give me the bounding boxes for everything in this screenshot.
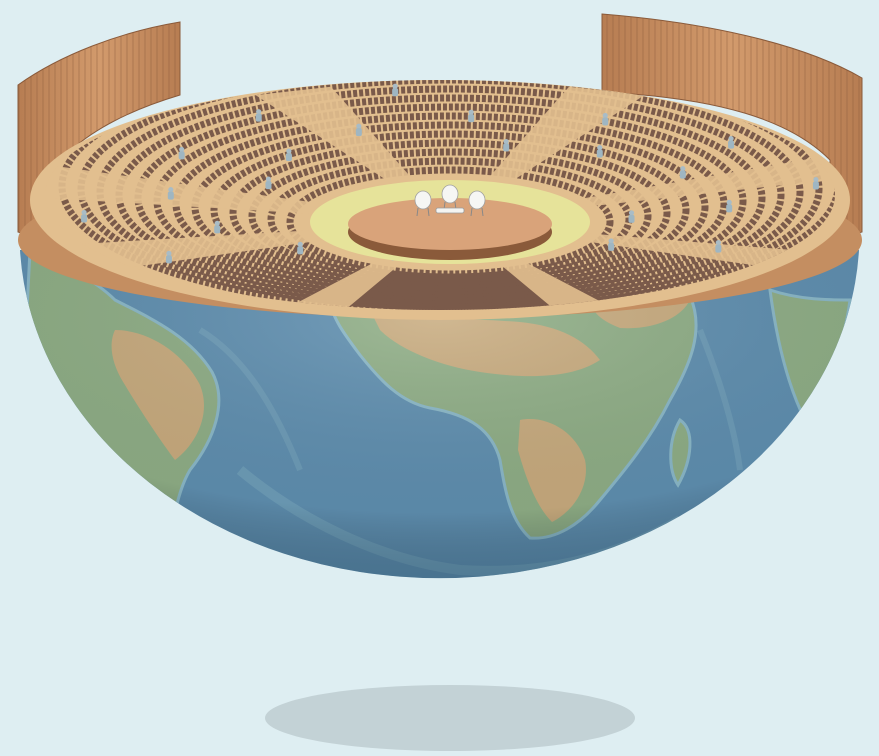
audience-person [628,210,635,223]
audience-person [178,146,185,160]
audience-person [167,187,174,200]
stage-chair [468,190,486,217]
floating-shadow [265,685,635,751]
audience-person [255,109,262,122]
audience-person [679,166,686,179]
aisle-stairs [562,152,835,209]
audience-person [608,238,615,251]
aisle-stairs [483,86,645,186]
audience-person [392,83,399,97]
audience-person [165,250,172,264]
audience-person [81,209,88,223]
stage-table [435,207,465,214]
audience-person [715,239,722,253]
audience-person [812,176,819,190]
center-stage [310,180,590,264]
aisle-stairs [255,86,417,186]
aisle-stairs [45,162,333,215]
audience-person [596,145,603,158]
audience-person [728,136,735,149]
audience-person [726,199,733,213]
audience-person [602,112,609,126]
audience-person [468,109,475,123]
stage-chairs [414,184,486,217]
globe-half [20,250,859,579]
audience-person [214,220,221,234]
audience-person [297,241,304,255]
audience-person [355,123,362,137]
audience-person [285,148,292,162]
stage-chair [414,190,432,217]
audience-person [265,176,272,190]
audience-people [81,83,819,264]
audience-person [503,138,510,152]
